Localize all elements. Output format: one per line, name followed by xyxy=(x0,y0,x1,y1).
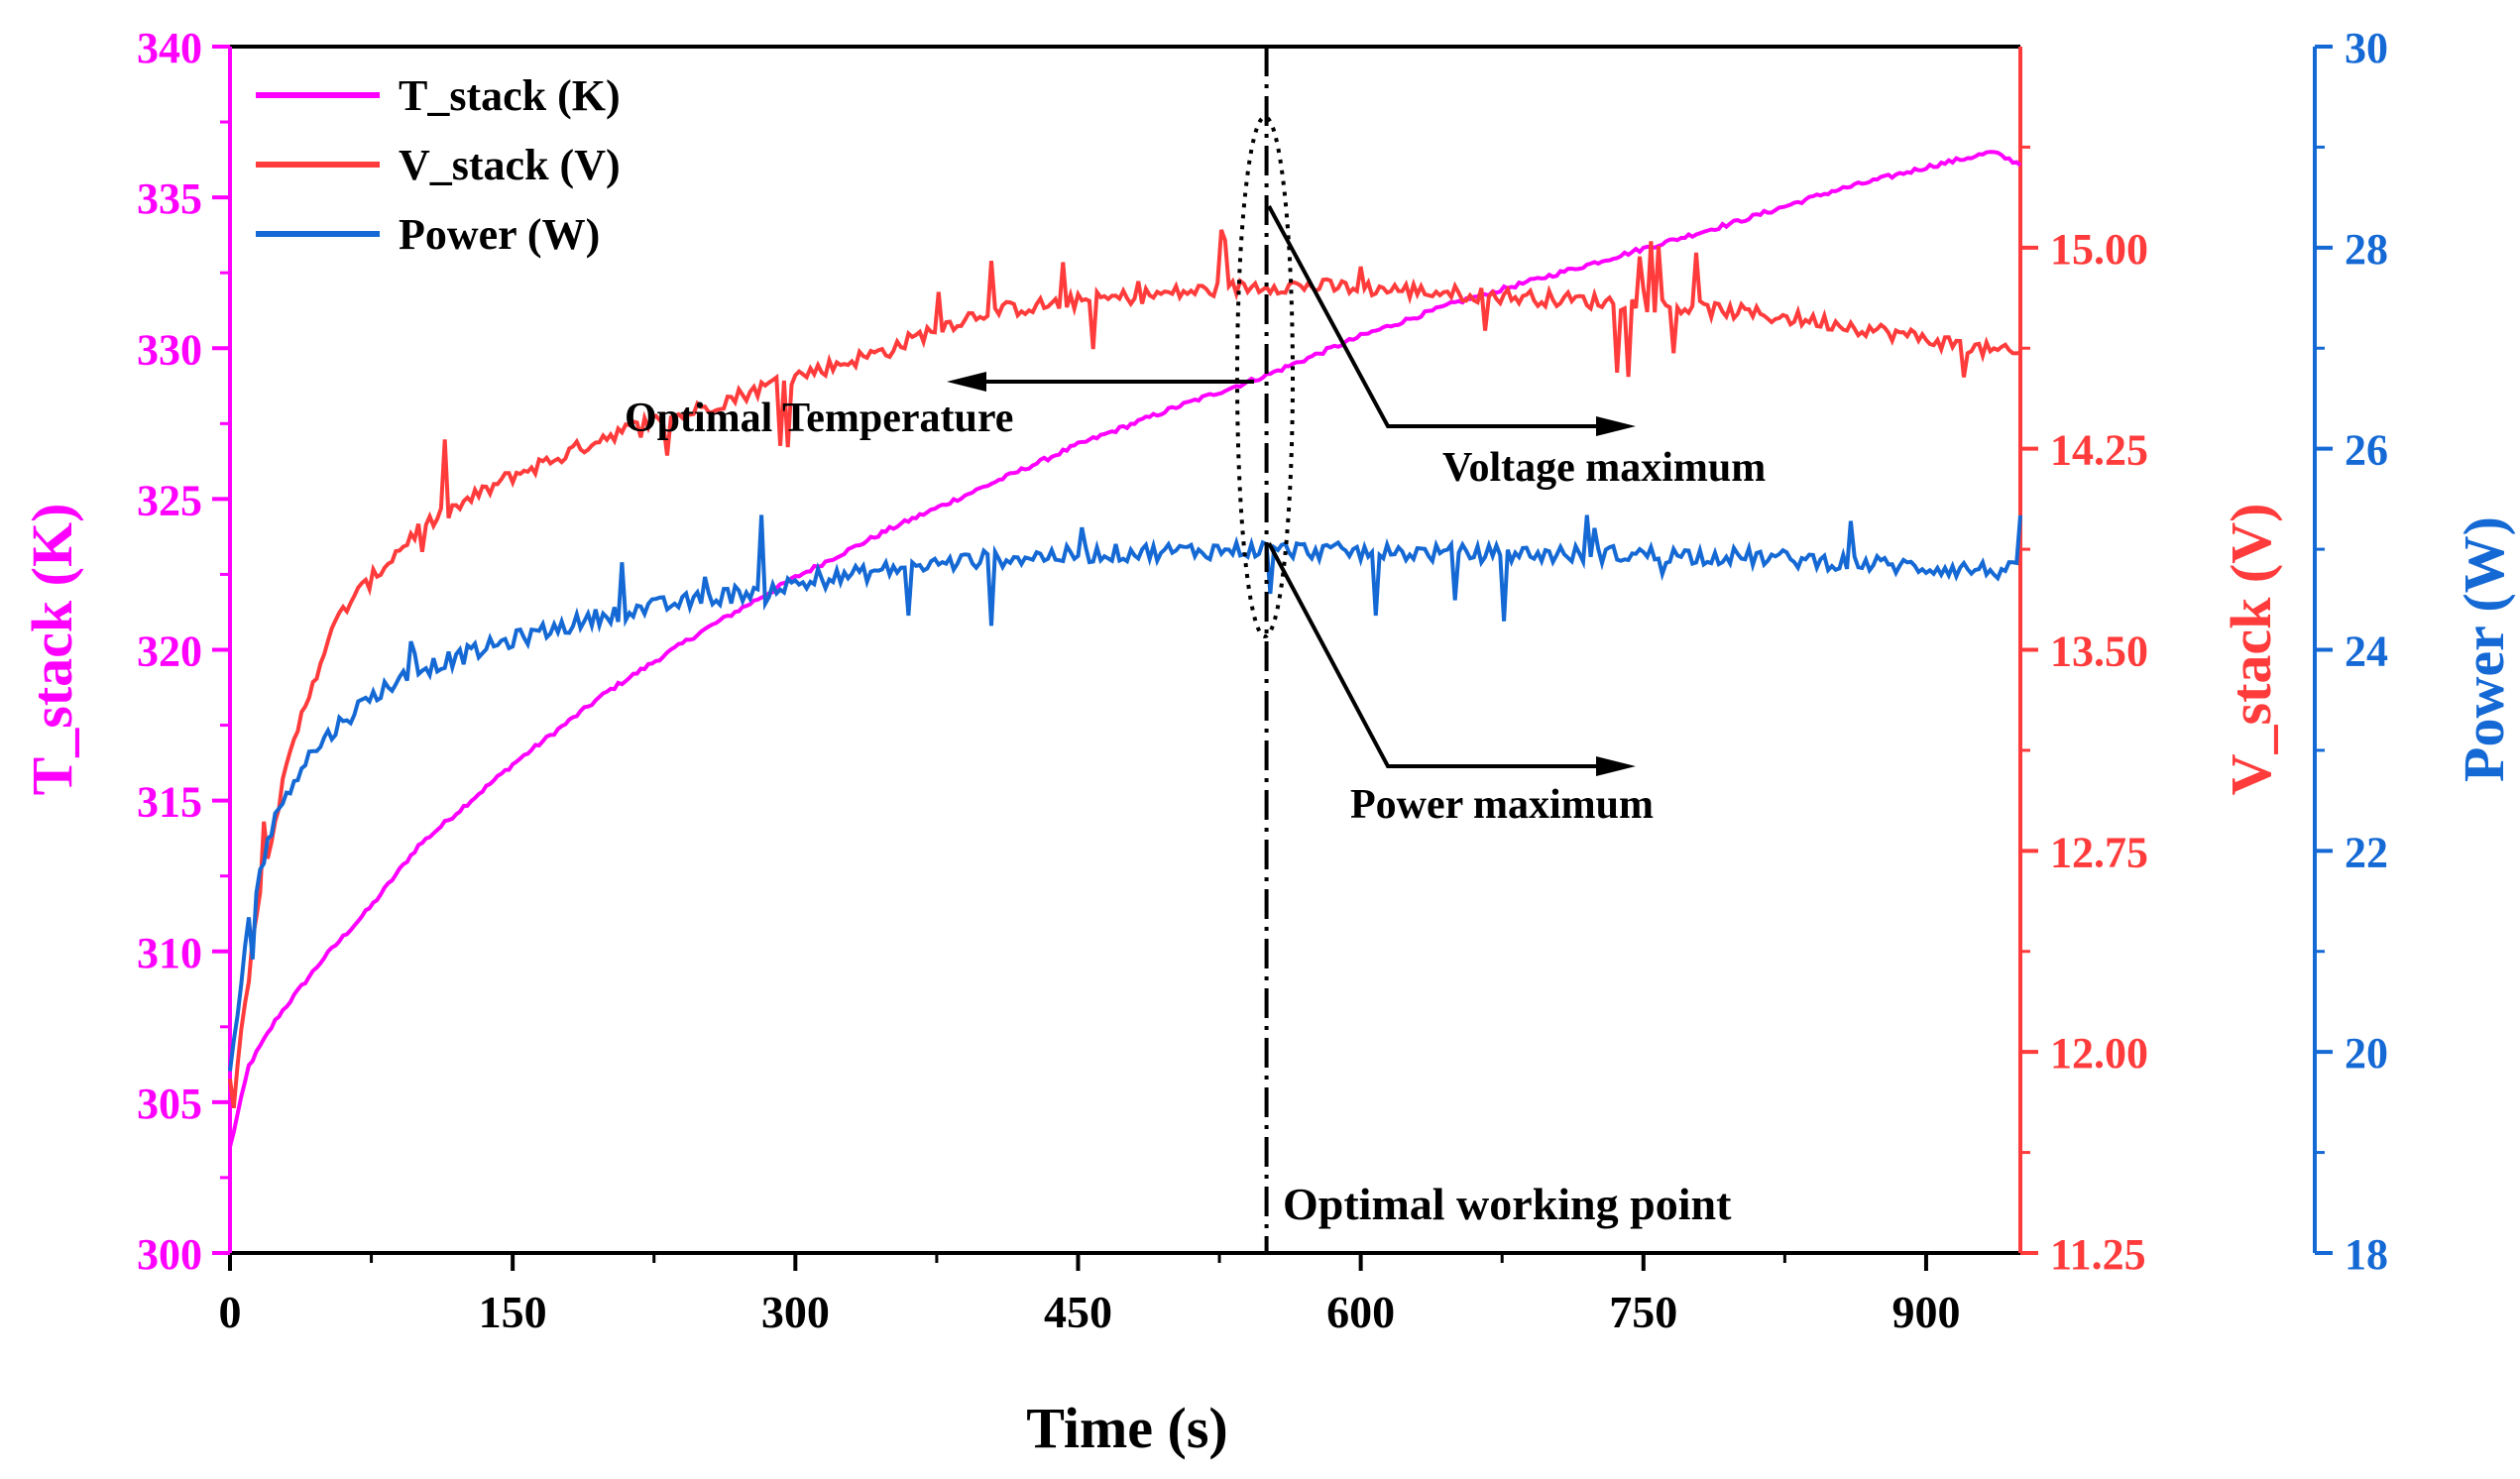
y-tick-label: 12.75 xyxy=(2050,828,2148,876)
temperature-axis-ticks: 300 305 310 315 320 325 330 335 340 xyxy=(137,24,230,1279)
y-tick-label: 26 xyxy=(2345,426,2388,475)
legend-label-t-stack: T_stack (K) xyxy=(399,71,621,120)
y-tick-label: 340 xyxy=(137,24,202,72)
y-tick-label: 315 xyxy=(137,778,202,827)
power-maximum-label: Power maximum xyxy=(1350,782,1654,828)
power-maximum-arrowhead xyxy=(1596,756,1636,776)
legend-label-power: Power (W) xyxy=(399,210,600,259)
temperature-axis-title: T_stack (K) xyxy=(20,504,84,796)
y-tick-label: 325 xyxy=(137,476,202,524)
series-line-power xyxy=(228,514,2022,1072)
y-tick-label: 20 xyxy=(2345,1029,2388,1078)
voltage-maximum-label: Voltage maximum xyxy=(1442,445,1766,491)
y-tick-label: 305 xyxy=(137,1080,202,1128)
y-tick-label: 310 xyxy=(137,929,202,977)
y-tick-label: 14.25 xyxy=(2050,426,2148,475)
y-tick-label: 30 xyxy=(2345,24,2388,72)
series-line-t-stack xyxy=(228,150,2022,1148)
y-tick-label: 320 xyxy=(137,627,202,676)
x-tick-label: 750 xyxy=(1609,1287,1677,1337)
x-tick-label: 900 xyxy=(1891,1287,1960,1337)
x-tick-label: 150 xyxy=(479,1287,547,1337)
x-tick-label: 300 xyxy=(761,1287,830,1337)
x-axis-ticks: 0 150 300 450 600 750 900 xyxy=(219,1253,1960,1337)
legend-label-v-stack: V_stack (V) xyxy=(399,141,621,189)
y-tick-label: 24 xyxy=(2345,627,2388,676)
y-tick-label: 12.00 xyxy=(2050,1029,2148,1078)
voltage-maximum-arrowhead xyxy=(1596,416,1636,436)
x-tick-label: 0 xyxy=(219,1287,242,1337)
x-axis-title: Time (s) xyxy=(1026,1396,1228,1460)
y-tick-label: 22 xyxy=(2345,828,2388,876)
voltage-axis-ticks: 11.25 12.00 12.75 13.50 14.25 15.00 xyxy=(2020,145,2148,1279)
y-tick-label: 11.25 xyxy=(2050,1230,2146,1279)
x-tick-label: 450 xyxy=(1044,1287,1112,1337)
power-maximum-arrow xyxy=(1267,542,1601,768)
y-tick-label: 28 xyxy=(2345,225,2388,274)
y-tick-label: 13.50 xyxy=(2050,627,2148,676)
optimal-working-point-label: Optimal working point xyxy=(1283,1179,1732,1229)
legend: T_stack (K) V_stack (V) Power (W) xyxy=(256,71,621,259)
voltage-axis-title: V_stack (V) xyxy=(2219,504,2283,796)
optimal-temperature-label: Optimal Temperature xyxy=(625,396,1013,441)
y-tick-label: 300 xyxy=(137,1230,202,1279)
series-line-v-stack xyxy=(228,229,2021,1109)
voltage-maximum-arrow xyxy=(1267,205,1601,428)
y-tick-label: 335 xyxy=(137,174,202,223)
optimal-temperature-arrowhead xyxy=(947,372,986,392)
power-axis-ticks: 18 20 22 24 26 28 30 xyxy=(2315,24,2388,1279)
y-tick-label: 15.00 xyxy=(2050,225,2148,274)
y-tick-label: 18 xyxy=(2345,1230,2388,1279)
x-tick-label: 600 xyxy=(1326,1287,1395,1337)
power-axis-title: Power (W) xyxy=(2452,516,2516,782)
y-tick-label: 330 xyxy=(137,325,202,374)
optimum-highlight-ellipse xyxy=(1235,115,1295,638)
